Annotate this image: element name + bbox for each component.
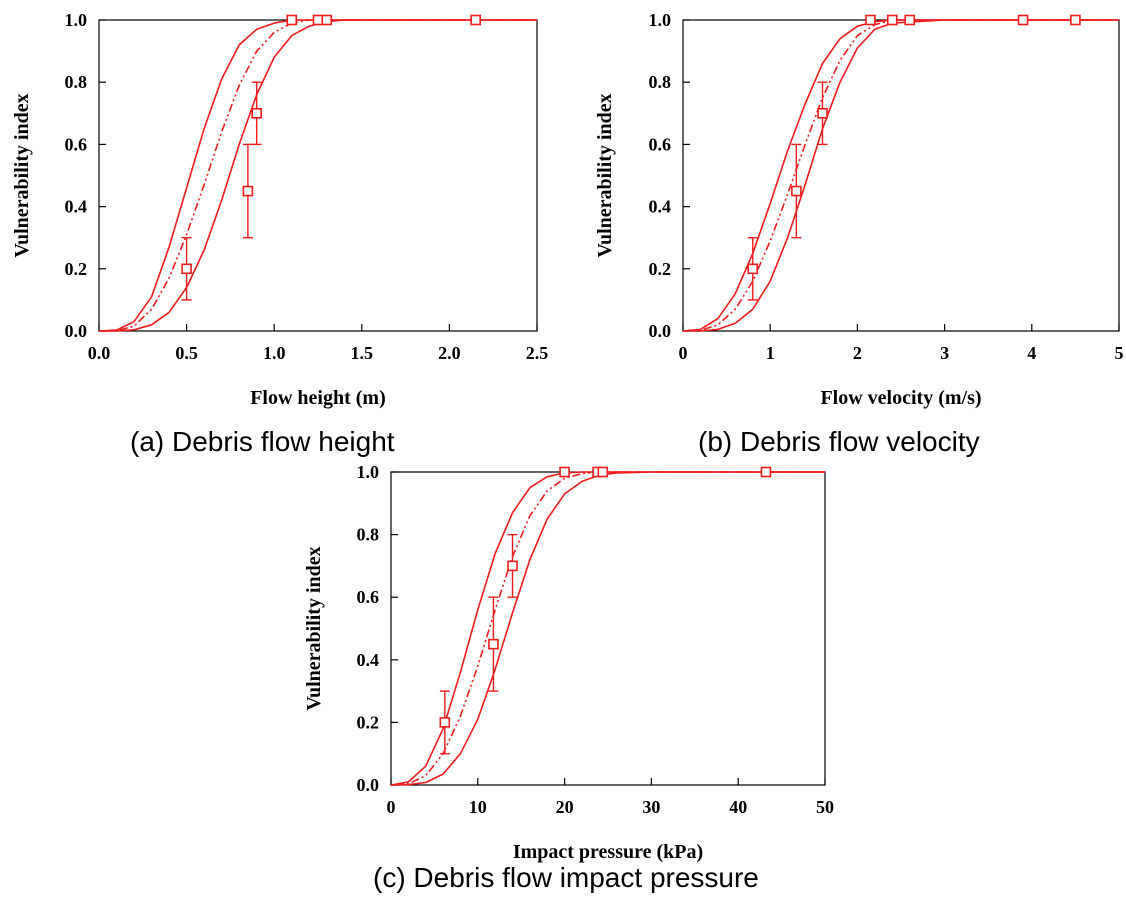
- x-tick-label: 40: [729, 797, 747, 817]
- y-axis-label: Vulnerability index: [594, 93, 616, 257]
- y-axis-label: Vulnerability index: [11, 93, 33, 257]
- bound-curve-1: [682, 19, 1119, 332]
- data-point-marker: [1070, 14, 1081, 26]
- data-point-marker: [791, 185, 802, 197]
- x-tick-label: 2.5: [526, 343, 549, 363]
- y-tick-label: 0.2: [357, 712, 380, 732]
- y-axis-label: Vulnerability index: [303, 546, 325, 710]
- bound-curve-3: [390, 471, 825, 786]
- x-tick-label: 1.5: [351, 343, 374, 363]
- data-point-marker: [886, 14, 898, 26]
- y-tick-label: 0.4: [649, 197, 672, 217]
- chart-panel-a: 0.0 0.5 1.0 1.5 2.0 2.5 0.0 0.2 0.4 0.6 0.8 1.0 Flow…: [11, 10, 548, 409]
- y-tick-label: 0.0: [649, 321, 672, 341]
- bound-curve-3: [683, 19, 1119, 332]
- y-tick-label: 0.8: [649, 72, 672, 92]
- chart-panel-b: 0 1 2 3 4 5 0.0 0.2 0.4 0.6 0.8 1.0 Flow velocity (m…: [594, 10, 1124, 409]
- data-point-marker: [488, 638, 499, 650]
- bound-curve-3: [99, 19, 537, 332]
- x-tick-label: 2: [853, 343, 862, 363]
- caption-c: (c) Debris flow impact pressure: [373, 862, 759, 893]
- data-point-marker: [1017, 14, 1029, 26]
- y-tick-label: 0.2: [65, 259, 88, 279]
- chart-panel-c: 0 10 20 30 40 50 0.0 0.2 0.4 0.6 0.8 1.0 Impact pres…: [303, 462, 834, 863]
- y-tick-label: 0.8: [357, 525, 380, 545]
- caption-b: (b) Debris flow velocity: [698, 426, 980, 457]
- data-point-marker: [251, 108, 262, 119]
- x-tick-label: 0: [387, 797, 396, 817]
- data-point-marker: [286, 14, 298, 26]
- y-tick-label: 0.2: [649, 259, 672, 279]
- y-tick-label: 0.6: [65, 134, 88, 154]
- data-point-marker: [312, 14, 324, 26]
- y-tick-label: 1.0: [65, 10, 88, 30]
- x-tick-label: 20: [556, 797, 574, 817]
- data-point-marker: [904, 14, 916, 26]
- x-axis-label: Impact pressure (kPa): [513, 841, 703, 863]
- mean-curve: [390, 471, 825, 786]
- y-tick-label: 0.4: [65, 197, 88, 217]
- data-point-marker: [439, 717, 451, 728]
- x-axis-label: Flow velocity (m/s): [820, 387, 981, 409]
- data-point-marker: [559, 466, 570, 478]
- x-tick-label: 2.0: [438, 343, 461, 363]
- x-tick-label: 0.0: [88, 343, 111, 363]
- data-point-marker: [507, 560, 518, 572]
- data-point-marker: [321, 14, 333, 26]
- y-tick-label: 0.0: [65, 321, 88, 341]
- y-tick-label: 1.0: [649, 10, 672, 30]
- data-point-marker: [747, 263, 759, 275]
- x-tick-label: 5: [1115, 343, 1124, 363]
- y-tick-label: 0.8: [65, 72, 88, 92]
- x-tick-label: 4: [1027, 343, 1036, 363]
- y-tick-label: 0.6: [649, 134, 672, 154]
- y-tick-label: 0.4: [357, 650, 380, 670]
- x-tick-label: 50: [816, 797, 834, 817]
- data-point-marker: [865, 14, 876, 26]
- x-tick-label: 0.5: [175, 343, 198, 363]
- y-tick-label: 1.0: [357, 462, 380, 482]
- data-point-marker: [760, 466, 772, 478]
- x-axis-label: Flow height (m): [250, 387, 386, 409]
- x-tick-label: 30: [642, 797, 660, 817]
- plot-frame: [390, 471, 826, 786]
- data-point-marker: [181, 263, 192, 275]
- y-tick-label: 0.6: [357, 587, 380, 607]
- bound-curve-1: [390, 471, 825, 786]
- data-point-marker: [597, 466, 609, 478]
- x-tick-label: 1.0: [263, 343, 286, 363]
- x-tick-label: 1: [766, 343, 775, 363]
- mean-curve: [682, 19, 1119, 332]
- y-tick-label: 0.0: [357, 775, 380, 795]
- x-tick-label: 0: [679, 343, 688, 363]
- plot-frame: [682, 19, 1120, 332]
- data-point-marker: [470, 14, 481, 26]
- data-point-marker: [817, 108, 828, 119]
- x-tick-label: 3: [940, 343, 949, 363]
- mean-curve: [98, 19, 537, 332]
- x-tick-label: 10: [469, 797, 487, 817]
- data-point-marker: [242, 185, 254, 197]
- caption-a: (a) Debris flow height: [130, 426, 395, 457]
